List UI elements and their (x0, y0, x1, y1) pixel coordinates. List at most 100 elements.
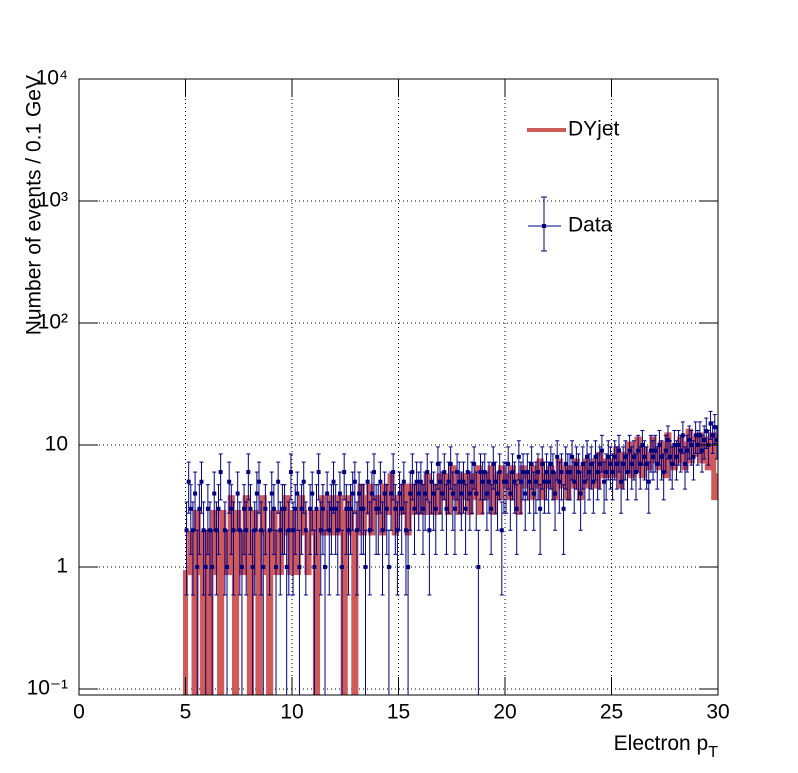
data-point (420, 506, 425, 511)
data-point (559, 470, 564, 475)
data-point (702, 437, 707, 442)
data-point (288, 470, 293, 475)
data-point (670, 461, 675, 466)
data-point (484, 491, 489, 496)
data-point (455, 470, 460, 475)
data-point (256, 479, 261, 484)
data-point (482, 470, 487, 475)
data-point (357, 491, 362, 496)
data-point (320, 506, 325, 511)
data-point (678, 448, 683, 453)
data-point (504, 479, 509, 484)
data-point (476, 565, 481, 570)
x-tick-label: 30 (706, 701, 729, 724)
data-point (578, 491, 583, 496)
data-point (512, 479, 517, 484)
data-point (606, 454, 611, 459)
x-tick-label: 5 (180, 701, 192, 724)
data-point (344, 506, 349, 511)
data-point (214, 528, 219, 533)
data-point (619, 479, 624, 484)
data-point (555, 454, 560, 459)
data-point (544, 470, 549, 475)
data-point (695, 443, 700, 448)
data-point (195, 565, 200, 570)
data-point (631, 454, 636, 459)
data-point (278, 528, 283, 533)
data-point (401, 479, 406, 484)
data-point (708, 421, 713, 426)
data-point (395, 528, 400, 533)
data-point (348, 506, 353, 511)
data-point (472, 461, 477, 466)
data-point (425, 470, 430, 475)
x-tick-label: 10 (280, 701, 303, 724)
data-point (442, 470, 447, 475)
data-point (276, 479, 281, 484)
data-point (710, 433, 715, 438)
y-tick-label: 10 (45, 433, 68, 456)
data-point (414, 479, 419, 484)
data-point (474, 491, 479, 496)
data-point (508, 491, 513, 496)
data-point (689, 443, 694, 448)
data-point (567, 470, 572, 475)
data-point (501, 479, 506, 484)
data-point (576, 470, 581, 475)
data-point (199, 479, 204, 484)
data-point (380, 528, 385, 533)
data-point (608, 461, 613, 466)
data-point (540, 461, 545, 466)
data-point (254, 491, 259, 496)
data-point (303, 528, 308, 533)
data-point (536, 470, 541, 475)
data-point (222, 528, 227, 533)
data-point (184, 528, 189, 533)
data-point (570, 454, 575, 459)
data-point (259, 528, 264, 533)
data-point (659, 454, 664, 459)
data-point (676, 443, 681, 448)
data-point (372, 470, 377, 475)
data-point (648, 448, 653, 453)
data-point (531, 491, 536, 496)
data-point (538, 506, 543, 511)
x-tick-label: 20 (493, 701, 516, 724)
y-tick-label: 10³ (38, 189, 68, 212)
data-point (203, 565, 208, 570)
data-point (207, 528, 212, 533)
data-point (367, 528, 372, 533)
data-point (625, 470, 630, 475)
data-point (386, 565, 391, 570)
data-point (465, 470, 470, 475)
data-point (499, 528, 504, 533)
data-point (680, 433, 685, 438)
x-axis-title-main: Electron p (614, 732, 709, 755)
data-point (493, 479, 498, 484)
data-point (463, 506, 468, 511)
y-axis-title: Number of events / 0.1 GeV (23, 75, 46, 335)
data-point (235, 491, 240, 496)
data-point (246, 470, 251, 475)
data-point (391, 470, 396, 475)
x-axis-title-sub: T (708, 744, 718, 761)
data-point (610, 470, 615, 475)
data-point (636, 448, 641, 453)
data-point (190, 528, 195, 533)
data-point (242, 506, 247, 511)
data-point (308, 506, 313, 511)
data-point (350, 491, 355, 496)
data-point (691, 454, 696, 459)
data-point (589, 461, 594, 466)
legend-label: DYjet (568, 118, 620, 141)
data-point (489, 506, 494, 511)
axes: 0 5 10 15 20 25 30 10⁻¹ 1 10 10² 10³ 10⁴ (27, 67, 730, 724)
data-point (201, 528, 206, 533)
y-tick-label: 10⁴ (36, 67, 68, 90)
data-point (469, 479, 474, 484)
data-point (427, 528, 432, 533)
data-point (337, 491, 342, 496)
data-point (310, 491, 315, 496)
data-point (444, 506, 449, 511)
